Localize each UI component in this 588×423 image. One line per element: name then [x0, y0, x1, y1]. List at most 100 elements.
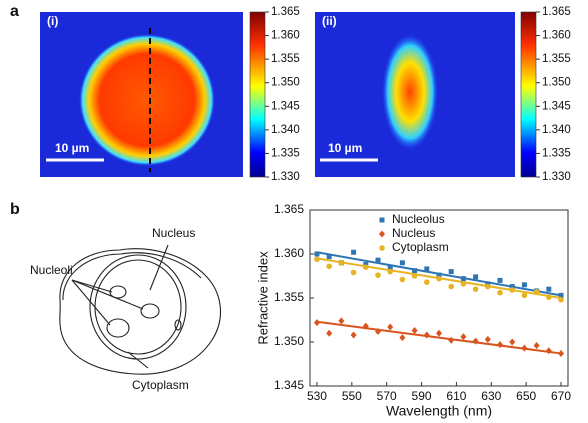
marker	[449, 269, 454, 274]
colorbar	[250, 12, 265, 177]
marker	[461, 281, 467, 287]
diagram-label: Nucleoli	[30, 263, 73, 277]
colorbar-tick-label: 1.365	[542, 6, 571, 18]
marker	[546, 294, 552, 300]
marker	[558, 350, 564, 357]
colorbar-tick-label: 1.340	[542, 124, 571, 136]
marker	[485, 284, 491, 290]
marker	[412, 273, 418, 279]
image-label: (ii)	[322, 14, 337, 28]
marker	[522, 282, 527, 287]
colorbar-tick-label: 1.330	[542, 171, 571, 183]
legend-label: Nucleus	[392, 226, 435, 240]
marker	[351, 331, 357, 338]
panel-label: b	[10, 201, 20, 218]
colorbar-tick-label: 1.335	[542, 147, 571, 159]
x-axis-label: Wavelength (nm)	[386, 403, 492, 419]
x-tick-label: 530	[307, 389, 327, 403]
marker	[436, 330, 442, 337]
x-tick-label: 670	[551, 389, 571, 403]
marker	[338, 317, 344, 324]
marker	[424, 279, 430, 285]
marker	[534, 342, 540, 349]
marker	[351, 250, 356, 255]
marker	[314, 252, 319, 257]
marker	[558, 297, 564, 303]
y-tick-label: 1.345	[274, 378, 304, 392]
marker	[424, 331, 430, 338]
x-tick-label: 650	[516, 389, 536, 403]
marker	[473, 286, 479, 292]
marker	[546, 347, 552, 354]
diagram-label: Cytoplasm	[132, 378, 189, 392]
y-tick-label: 1.365	[274, 202, 304, 216]
colorbar-tick-label: 1.340	[271, 124, 300, 136]
marker	[521, 345, 527, 352]
marker	[460, 333, 466, 340]
marker	[461, 276, 466, 281]
marker	[400, 260, 405, 265]
x-tick-label: 590	[412, 389, 432, 403]
legend-label: Nucleolus	[392, 212, 445, 226]
colorbar	[521, 12, 536, 177]
legend-marker	[379, 231, 385, 238]
x-tick-label: 630	[481, 389, 501, 403]
marker	[448, 284, 454, 290]
marker	[546, 287, 551, 292]
marker	[399, 334, 405, 341]
marker	[375, 272, 381, 278]
marker	[497, 341, 503, 348]
marker	[412, 327, 418, 334]
colorbar-tick-label: 1.355	[271, 53, 300, 65]
colorbar-tick-label: 1.345	[271, 100, 300, 112]
marker	[534, 289, 540, 295]
scale-bar-label: 10 µm	[55, 141, 89, 155]
scale-bar-label: 10 µm	[328, 141, 362, 155]
marker	[339, 260, 345, 266]
y-tick-label: 1.355	[274, 290, 304, 304]
marker	[375, 258, 380, 263]
marker	[509, 287, 515, 293]
panel-label: a	[10, 3, 19, 20]
marker	[412, 268, 417, 273]
colorbar-tick-label: 1.360	[271, 30, 300, 42]
colorbar-tick-label: 1.345	[542, 100, 571, 112]
diagram-label: Nucleus	[152, 226, 195, 240]
x-tick-label: 610	[446, 389, 466, 403]
y-tick-label: 1.350	[274, 334, 304, 348]
x-tick-label: 550	[342, 389, 362, 403]
marker	[473, 274, 478, 279]
legend-marker	[380, 218, 385, 223]
marker	[498, 278, 503, 283]
x-tick-label: 570	[377, 389, 397, 403]
marker	[327, 254, 332, 259]
marker	[448, 337, 454, 344]
marker	[485, 336, 491, 343]
marker	[326, 330, 332, 337]
marker	[400, 277, 406, 283]
y-tick-label: 1.360	[274, 246, 304, 260]
colorbar-tick-label: 1.365	[271, 6, 300, 18]
marker	[314, 256, 320, 262]
y-axis-label: Refractive index	[255, 251, 270, 345]
legend-label: Cytoplasm	[392, 240, 449, 254]
colorbar-tick-label: 1.355	[542, 53, 571, 65]
image-label: (i)	[47, 14, 58, 28]
marker	[387, 269, 393, 275]
colorbar-tick-label: 1.330	[271, 171, 300, 183]
marker	[424, 266, 429, 271]
colorbar-tick-label: 1.335	[271, 147, 300, 159]
marker	[509, 339, 515, 346]
colorbar-tick-label: 1.350	[542, 77, 571, 89]
marker	[351, 270, 357, 276]
marker	[326, 264, 332, 270]
plot-frame	[310, 210, 568, 386]
figure: a b (i) 10 µm (ii) 10 µm Nucleus Nucleol…	[0, 0, 588, 423]
legend-marker	[379, 245, 385, 251]
marker	[314, 319, 320, 326]
marker	[363, 264, 369, 270]
marker	[436, 276, 442, 282]
marker	[387, 324, 393, 331]
colorbar-tick-label: 1.360	[542, 30, 571, 42]
cell-diagram	[60, 245, 221, 374]
